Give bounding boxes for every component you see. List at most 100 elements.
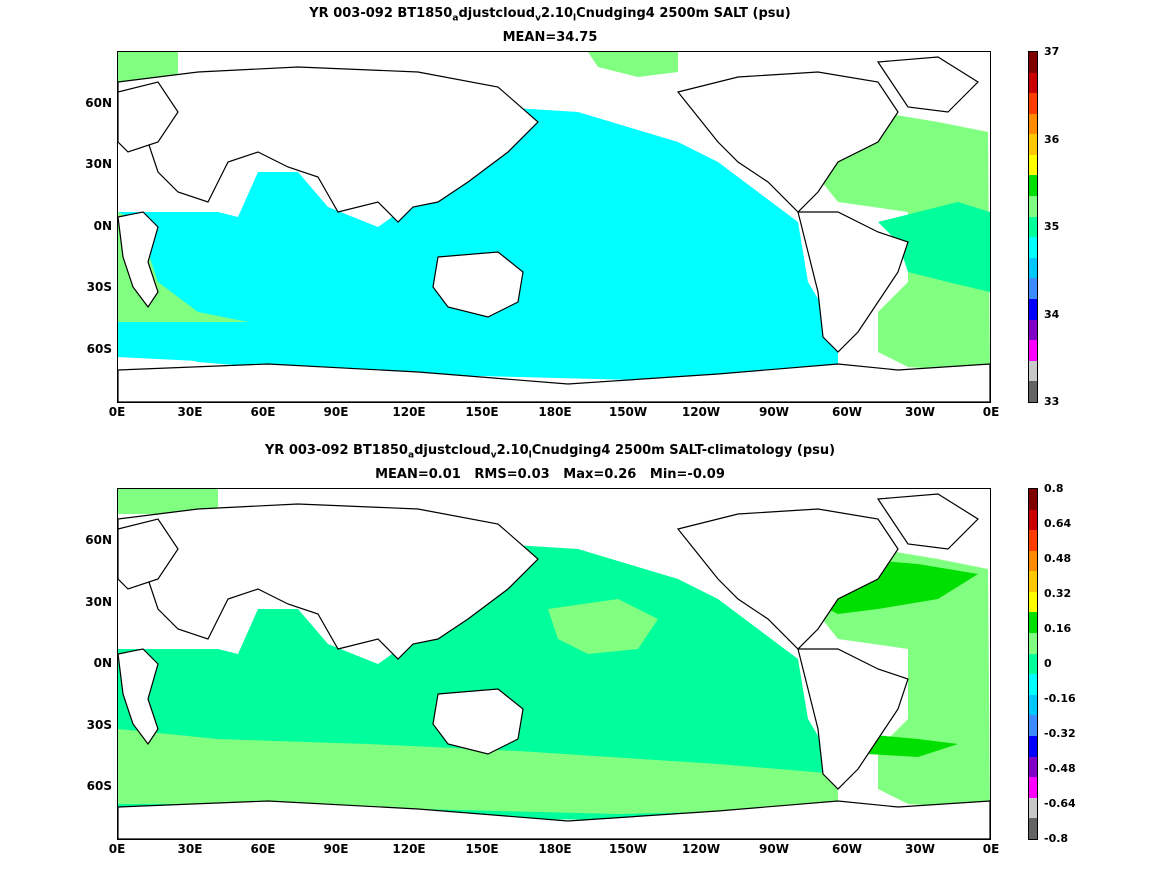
anomaly-field-south-atlantic bbox=[863, 734, 958, 757]
colorbar-segment bbox=[1029, 278, 1037, 299]
colorbar-segment bbox=[1029, 591, 1037, 613]
colorbar-label-37: 37 bbox=[1044, 45, 1060, 58]
colorbar-segment bbox=[1029, 134, 1037, 155]
salinity-map bbox=[117, 51, 991, 403]
x-tick-30W: 30W bbox=[905, 405, 935, 419]
colorbar-label-0.32: 0.32 bbox=[1044, 587, 1072, 600]
colorbar-segment bbox=[1029, 52, 1037, 73]
x-tick-60E: 60E bbox=[250, 405, 276, 419]
colorbar-segment bbox=[1029, 818, 1037, 839]
north-america-outline bbox=[676, 71, 899, 213]
y-tick-60S-2: 60S bbox=[86, 779, 112, 793]
x-tick-60E-2: 60E bbox=[250, 842, 276, 856]
ocean-field-atlantic-band bbox=[878, 202, 990, 292]
anomaly-field-pacific-blotch bbox=[548, 599, 658, 654]
panel-1-subtitle: MEAN=34.75 bbox=[502, 30, 598, 45]
australia-outline bbox=[432, 251, 524, 318]
x-tick-120E-2: 120E bbox=[392, 842, 426, 856]
africa-outline bbox=[118, 211, 159, 309]
y-tick-0N: 0N bbox=[93, 219, 112, 233]
antarctica-landmass bbox=[118, 363, 990, 402]
x-tick-30E: 30E bbox=[177, 405, 203, 419]
asia-outline bbox=[118, 66, 539, 223]
colorbar-label-neg0.16: -0.16 bbox=[1044, 692, 1076, 705]
y-tick-30N-2: 30N bbox=[85, 595, 112, 609]
colorbar-segment bbox=[1029, 797, 1037, 819]
south-america-outline bbox=[797, 648, 909, 790]
x-tick-150W-2: 150W bbox=[608, 842, 648, 856]
x-tick-0E-end-2: 0E bbox=[982, 842, 1000, 856]
colorbar-anomaly bbox=[1028, 488, 1038, 840]
x-tick-0E-2: 0E bbox=[108, 842, 126, 856]
colorbar-segment bbox=[1029, 237, 1037, 258]
colorbar-segment bbox=[1029, 298, 1037, 320]
colorbar-label-0.16: 0.16 bbox=[1044, 622, 1072, 635]
x-tick-120E: 120E bbox=[392, 405, 426, 419]
x-tick-180E: 180E bbox=[538, 405, 572, 419]
colorbar-label-neg0.8: -0.8 bbox=[1044, 832, 1069, 845]
colorbar-segment bbox=[1029, 735, 1037, 757]
colorbar-segment bbox=[1029, 93, 1037, 114]
colorbar-segment bbox=[1029, 72, 1037, 94]
x-tick-120W: 120W bbox=[681, 405, 721, 419]
colorbar-label-34: 34 bbox=[1044, 308, 1060, 321]
colorbar-segment bbox=[1029, 715, 1037, 736]
y-tick-60S: 60S bbox=[86, 342, 112, 356]
x-tick-60W: 60W bbox=[832, 405, 862, 419]
colorbar-label-neg0.64: -0.64 bbox=[1044, 797, 1076, 810]
colorbar-label-33: 33 bbox=[1044, 395, 1060, 408]
colorbar-label-0.8: 0.8 bbox=[1044, 482, 1064, 495]
y-tick-0N-2: 0N bbox=[93, 656, 112, 670]
arctic-patch-2 bbox=[118, 52, 178, 82]
colorbar-segment bbox=[1029, 340, 1037, 361]
x-tick-150W: 150W bbox=[608, 405, 648, 419]
colorbar-segment bbox=[1029, 530, 1037, 551]
panel-2-title: YR 003-092 BT1850adjustcloudv2.10lCnudgi… bbox=[264, 443, 836, 461]
ocean-field-atlantic bbox=[808, 112, 990, 372]
x-tick-150E-2: 150E bbox=[465, 842, 499, 856]
africa-outline bbox=[118, 648, 159, 746]
greenland-outline bbox=[876, 56, 979, 113]
colorbar-segment bbox=[1029, 381, 1037, 402]
colorbar-segment bbox=[1029, 777, 1037, 798]
colorbar-segment bbox=[1029, 694, 1037, 716]
colorbar-segment bbox=[1029, 612, 1037, 634]
colorbar-label-36: 36 bbox=[1044, 133, 1060, 146]
anomaly-field-southern bbox=[118, 729, 838, 814]
x-tick-90E-2: 90E bbox=[323, 842, 349, 856]
colorbar-segment bbox=[1029, 509, 1037, 531]
x-tick-150E: 150E bbox=[465, 405, 499, 419]
y-tick-60N: 60N bbox=[85, 96, 112, 110]
colorbar-salinity bbox=[1028, 51, 1038, 403]
x-tick-0E: 0E bbox=[108, 405, 126, 419]
colorbar-segment bbox=[1029, 550, 1037, 572]
colorbar-label-0.48: 0.48 bbox=[1044, 552, 1072, 565]
y-tick-30S-2: 30S bbox=[86, 718, 112, 732]
x-tick-180E-2: 180E bbox=[538, 842, 572, 856]
colorbar-segment bbox=[1029, 653, 1037, 675]
y-tick-60N-2: 60N bbox=[85, 533, 112, 547]
panel-2-subtitle: MEAN=0.01 RMS=0.03 Max=0.26 Min=-0.09 bbox=[375, 467, 725, 482]
arctic-patch bbox=[588, 52, 678, 77]
colorbar-segment bbox=[1029, 674, 1037, 695]
x-tick-120W-2: 120W bbox=[681, 842, 721, 856]
x-tick-30E-2: 30E bbox=[177, 842, 203, 856]
europe-outline bbox=[118, 518, 179, 590]
ocean-field-pacific-indian bbox=[118, 107, 838, 382]
south-america-outline bbox=[797, 211, 909, 353]
x-tick-90E: 90E bbox=[323, 405, 349, 419]
colorbar-segment bbox=[1029, 113, 1037, 135]
colorbar-label-neg0.32: -0.32 bbox=[1044, 727, 1076, 740]
x-tick-30W-2: 30W bbox=[905, 842, 935, 856]
colorbar-segment bbox=[1029, 154, 1037, 176]
panel-1-title: YR 003-092 BT1850adjustcloudv2.10lCnudgi… bbox=[309, 6, 791, 24]
salinity-anomaly-map bbox=[117, 488, 991, 840]
colorbar-segment bbox=[1029, 216, 1037, 238]
antarctica-landmass bbox=[118, 800, 990, 839]
colorbar-segment bbox=[1029, 360, 1037, 382]
x-tick-60W-2: 60W bbox=[832, 842, 862, 856]
europe-outline bbox=[118, 81, 179, 153]
colorbar-label-neg0.48: -0.48 bbox=[1044, 762, 1076, 775]
colorbar-segment bbox=[1029, 489, 1037, 510]
arctic-anomaly bbox=[118, 489, 218, 514]
